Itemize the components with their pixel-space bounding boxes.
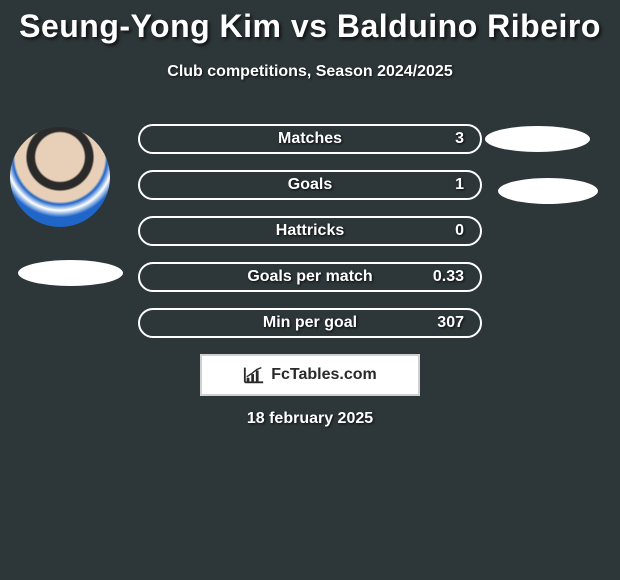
page-title: Seung-Yong Kim vs Balduino Ribeiro (0, 0, 620, 45)
stat-label: Goals per match (247, 268, 372, 286)
player-name-pill-left (18, 260, 123, 286)
logo-box: FcTables.com (200, 354, 420, 396)
player-name-pill-right-1 (485, 126, 590, 152)
stat-value: 1 (455, 176, 464, 194)
stat-bar-min-per-goal: Min per goal 307 (138, 308, 482, 338)
date-text: 18 february 2025 (247, 410, 373, 428)
stats-container: Matches 3 Goals 1 Hattricks 0 Goals per … (138, 124, 482, 354)
stat-bar-hattricks: Hattricks 0 (138, 216, 482, 246)
player-name-pill-right-2 (498, 178, 598, 204)
stat-label: Goals (288, 176, 332, 194)
stat-bar-matches: Matches 3 (138, 124, 482, 154)
subtitle: Club competitions, Season 2024/2025 (0, 63, 620, 81)
logo-text: FcTables.com (271, 366, 377, 384)
stat-value: 0 (455, 222, 464, 240)
stat-value: 3 (455, 130, 464, 148)
chart-icon (243, 365, 265, 385)
stat-label: Min per goal (263, 314, 357, 332)
stat-label: Hattricks (276, 222, 344, 240)
player-avatar-left (10, 127, 110, 227)
stat-label: Matches (278, 130, 342, 148)
stat-bar-goals: Goals 1 (138, 170, 482, 200)
stat-value: 0.33 (433, 268, 464, 286)
stat-value: 307 (437, 314, 464, 332)
stat-bar-goals-per-match: Goals per match 0.33 (138, 262, 482, 292)
